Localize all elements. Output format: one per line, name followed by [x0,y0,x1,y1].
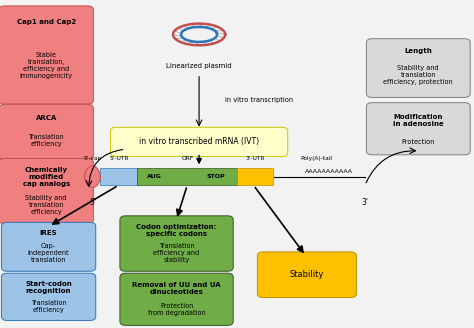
Text: 5'-cap: 5'-cap [83,156,101,161]
Text: Translation
efficiency and
stability: Translation efficiency and stability [154,243,200,263]
Text: Stable
translation,
efficiency and
immunogenicity: Stable translation, efficiency and immun… [19,52,73,79]
Text: in vitro transcribed mRNA (IVT): in vitro transcribed mRNA (IVT) [139,137,259,146]
Text: Poly(A)-tail: Poly(A)-tail [301,156,333,161]
Text: 3': 3' [362,198,368,207]
FancyBboxPatch shape [366,103,470,155]
Text: Stability: Stability [290,270,324,279]
Text: Translation
efficiency: Translation efficiency [28,134,64,147]
Text: Stability and
translation
efficiency: Stability and translation efficiency [26,195,67,215]
Text: Protection: Protection [401,139,435,145]
Text: 5': 5' [89,198,96,207]
FancyBboxPatch shape [120,216,233,271]
Text: Cap-
independent
translation: Cap- independent translation [28,243,69,262]
Ellipse shape [84,166,100,187]
Text: Start-codon
recognition: Start-codon recognition [25,281,72,294]
FancyBboxPatch shape [257,252,356,297]
Text: STOP: STOP [206,174,225,179]
Text: ARCA: ARCA [36,115,57,121]
Text: Stability and
translation
efficiency, protection: Stability and translation efficiency, pr… [383,65,453,85]
Text: 3'-UTR: 3'-UTR [245,156,265,161]
Text: in vitro transcription: in vitro transcription [225,97,293,103]
Text: Modification
in adenosine: Modification in adenosine [393,114,444,128]
Text: AUG: AUG [146,174,162,179]
Text: 5'-UTR: 5'-UTR [109,156,129,161]
FancyBboxPatch shape [237,168,273,185]
Text: Chemically
modified
cap analogs: Chemically modified cap analogs [23,167,70,187]
FancyBboxPatch shape [366,39,470,97]
Text: Protection
from degradation: Protection from degradation [148,303,205,317]
FancyBboxPatch shape [0,104,93,160]
Text: Linearized plasmid: Linearized plasmid [166,63,232,69]
Text: ORF: ORF [181,156,193,161]
Text: Codon optimization:
specific codons: Codon optimization: specific codons [137,224,217,236]
Text: Length: Length [404,48,432,54]
Text: Removal of UU and UA
dinucleotides: Removal of UU and UA dinucleotides [132,282,221,295]
Text: AAAAAAAAAAA: AAAAAAAAAAA [305,169,353,174]
FancyBboxPatch shape [137,168,237,185]
Text: Translation
efficiency: Translation efficiency [31,300,66,313]
FancyBboxPatch shape [0,6,93,104]
FancyBboxPatch shape [0,158,93,224]
FancyBboxPatch shape [100,168,137,185]
FancyBboxPatch shape [120,273,233,325]
Text: Cap1 and Cap2: Cap1 and Cap2 [17,19,76,25]
FancyBboxPatch shape [1,222,96,271]
FancyBboxPatch shape [110,127,288,156]
FancyBboxPatch shape [1,273,96,320]
Text: IRES: IRES [40,230,57,236]
